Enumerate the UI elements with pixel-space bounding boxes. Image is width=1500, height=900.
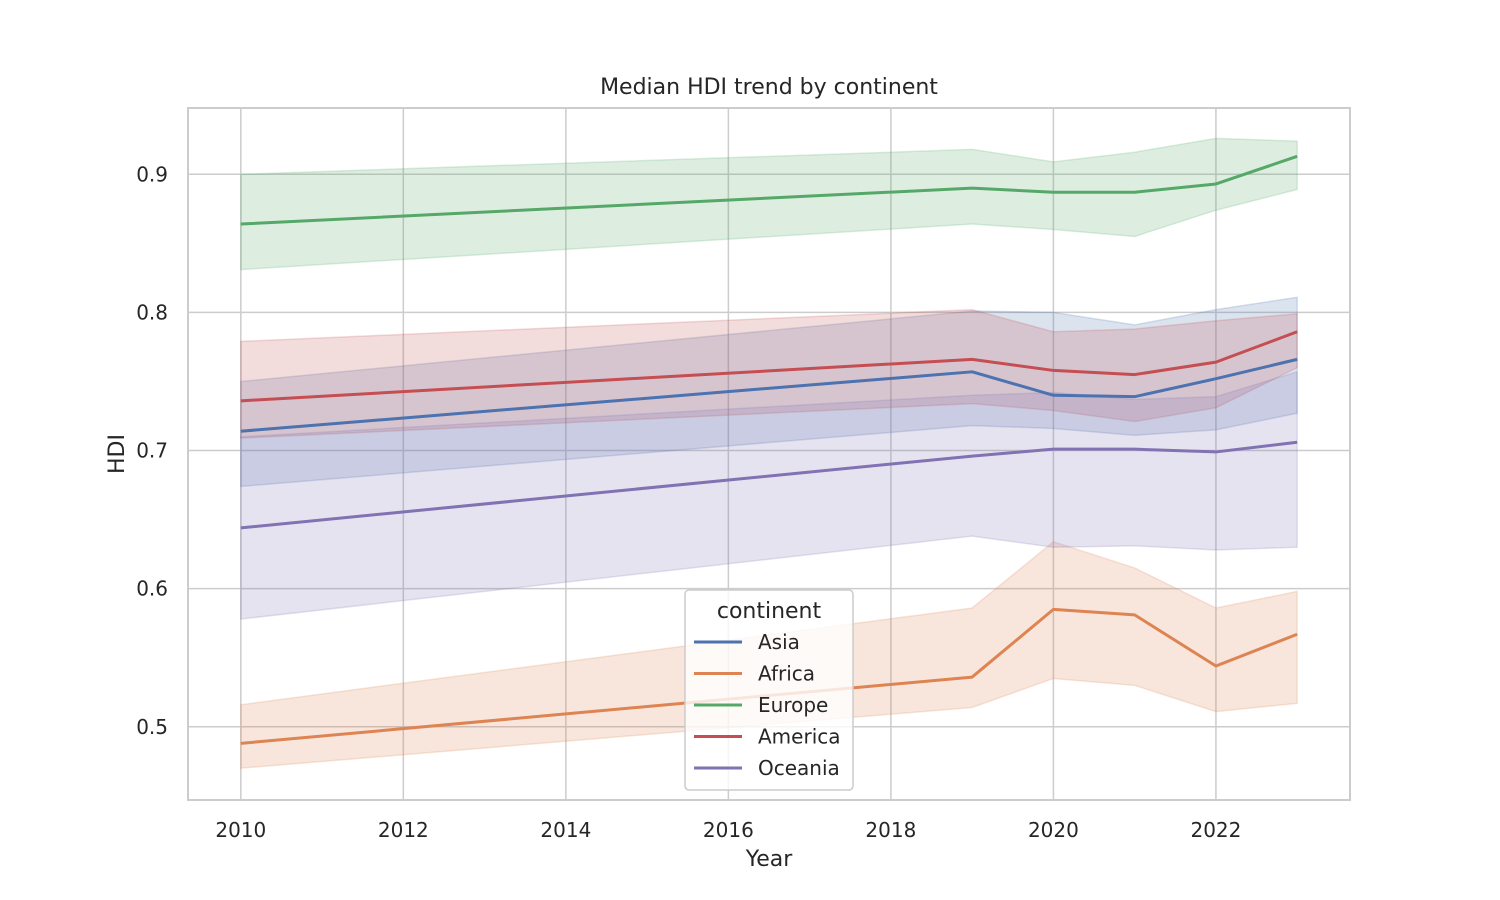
y-tick-labels: 0.5 0.6 0.7 0.8 0.9: [136, 162, 168, 738]
x-tick-label: 2014: [540, 818, 591, 842]
band-asia: [240, 296, 1298, 488]
x-tick-label: 2012: [378, 818, 429, 842]
legend-label-america: America: [758, 725, 841, 749]
legend-title: continent: [717, 599, 822, 624]
line-asia: [240, 357, 1298, 433]
x-axis-label: Year: [745, 847, 794, 872]
legend-label-europe: Europe: [758, 693, 828, 717]
legend-item-oceania: Oceania: [694, 756, 840, 780]
band-oceania: [240, 370, 1298, 620]
x-tick-label: 2010: [215, 818, 266, 842]
legend-item-europe: Europe: [694, 693, 828, 717]
x-tick-label: 2016: [703, 818, 754, 842]
y-tick-label: 0.9: [136, 162, 168, 186]
legend-label-oceania: Oceania: [758, 756, 840, 780]
y-axis-label: HDI: [105, 434, 130, 474]
x-tick-label: 2020: [1028, 818, 1079, 842]
chart-title: Median HDI trend by continent: [600, 75, 938, 100]
band-europe: [240, 137, 1298, 271]
y-tick-label: 0.8: [136, 300, 168, 324]
y-tick-label: 0.7: [136, 439, 168, 463]
y-tick-label: 0.5: [136, 715, 168, 739]
legend: continent Asia Africa Europe America Oceania: [684, 589, 854, 791]
legend-item-africa: Africa: [694, 662, 815, 686]
legend-label-africa: Africa: [758, 662, 815, 686]
x-tick-label: 2018: [865, 818, 916, 842]
x-tick-labels: 2010 2012 2014 2016 2018 2020 2022: [215, 818, 1241, 842]
line-oceania: [240, 440, 1298, 530]
line-europe: [240, 154, 1298, 226]
confidence-bands: [240, 137, 1298, 770]
band-america: [240, 308, 1298, 439]
plot-frame: [187, 107, 1351, 801]
legend-item-asia: Asia: [694, 630, 800, 654]
y-tick-label: 0.6: [136, 577, 168, 601]
legend-label-asia: Asia: [758, 630, 800, 654]
x-tick-label: 2022: [1190, 818, 1241, 842]
legend-box: [684, 589, 854, 791]
line-america: [240, 330, 1298, 403]
legend-item-america: America: [694, 725, 841, 749]
